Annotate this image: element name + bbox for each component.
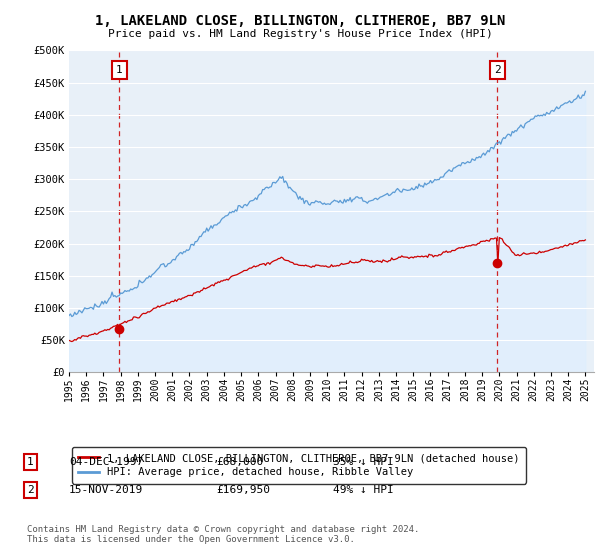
Text: 49% ↓ HPI: 49% ↓ HPI (333, 485, 394, 495)
Text: £169,950: £169,950 (216, 485, 270, 495)
Text: £68,000: £68,000 (216, 457, 263, 467)
Text: 1, LAKELAND CLOSE, BILLINGTON, CLITHEROE, BB7 9LN: 1, LAKELAND CLOSE, BILLINGTON, CLITHEROE… (95, 14, 505, 28)
Text: 15-NOV-2019: 15-NOV-2019 (69, 485, 143, 495)
Legend: 1, LAKELAND CLOSE, BILLINGTON, CLITHEROE, BB7 9LN (detached house), HPI: Average: 1, LAKELAND CLOSE, BILLINGTON, CLITHEROE… (71, 447, 526, 483)
Text: 2: 2 (494, 65, 500, 74)
Text: 04-DEC-1997: 04-DEC-1997 (69, 457, 143, 467)
Text: 1: 1 (116, 65, 122, 74)
Text: 1: 1 (27, 457, 34, 467)
Text: Contains HM Land Registry data © Crown copyright and database right 2024.
This d: Contains HM Land Registry data © Crown c… (27, 525, 419, 544)
Text: 2: 2 (27, 485, 34, 495)
Text: 35% ↓ HPI: 35% ↓ HPI (333, 457, 394, 467)
Text: Price paid vs. HM Land Registry's House Price Index (HPI): Price paid vs. HM Land Registry's House … (107, 29, 493, 39)
